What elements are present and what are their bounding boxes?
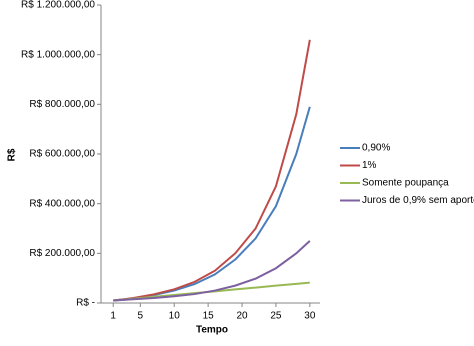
y-tick-label: R$ 1.200.000,00 [21,0,95,11]
legend-label: Juros de 0,9% sem aportes [362,195,474,206]
y-tick-label: R$ 600.000,00 [29,149,95,160]
x-tick-label: 10 [169,311,181,322]
x-axis-title: Tempo [196,325,228,336]
legend-label: Somente poupança [362,178,449,189]
y-axis-title: R$ [7,148,18,161]
x-tick-label: 25 [270,311,282,322]
series-line [113,240,311,302]
series-line [113,39,311,302]
x-tick-label: 5 [138,311,144,322]
x-tick-label: 1 [110,311,116,322]
y-tick-label: R$ 400.000,00 [29,198,95,209]
legend-label: 1% [362,160,377,171]
y-tick-label: R$ 1.000.000,00 [21,49,95,60]
y-tick-label: R$ - [76,298,95,309]
legend-label: 0,90% [362,143,390,154]
y-tick-label: R$ 800.000,00 [29,99,95,110]
x-tick-label: 20 [236,311,248,322]
y-tick-label: R$ 200.000,00 [29,248,95,259]
x-tick-label: 30 [304,311,316,322]
x-tick-label: 15 [203,311,215,322]
